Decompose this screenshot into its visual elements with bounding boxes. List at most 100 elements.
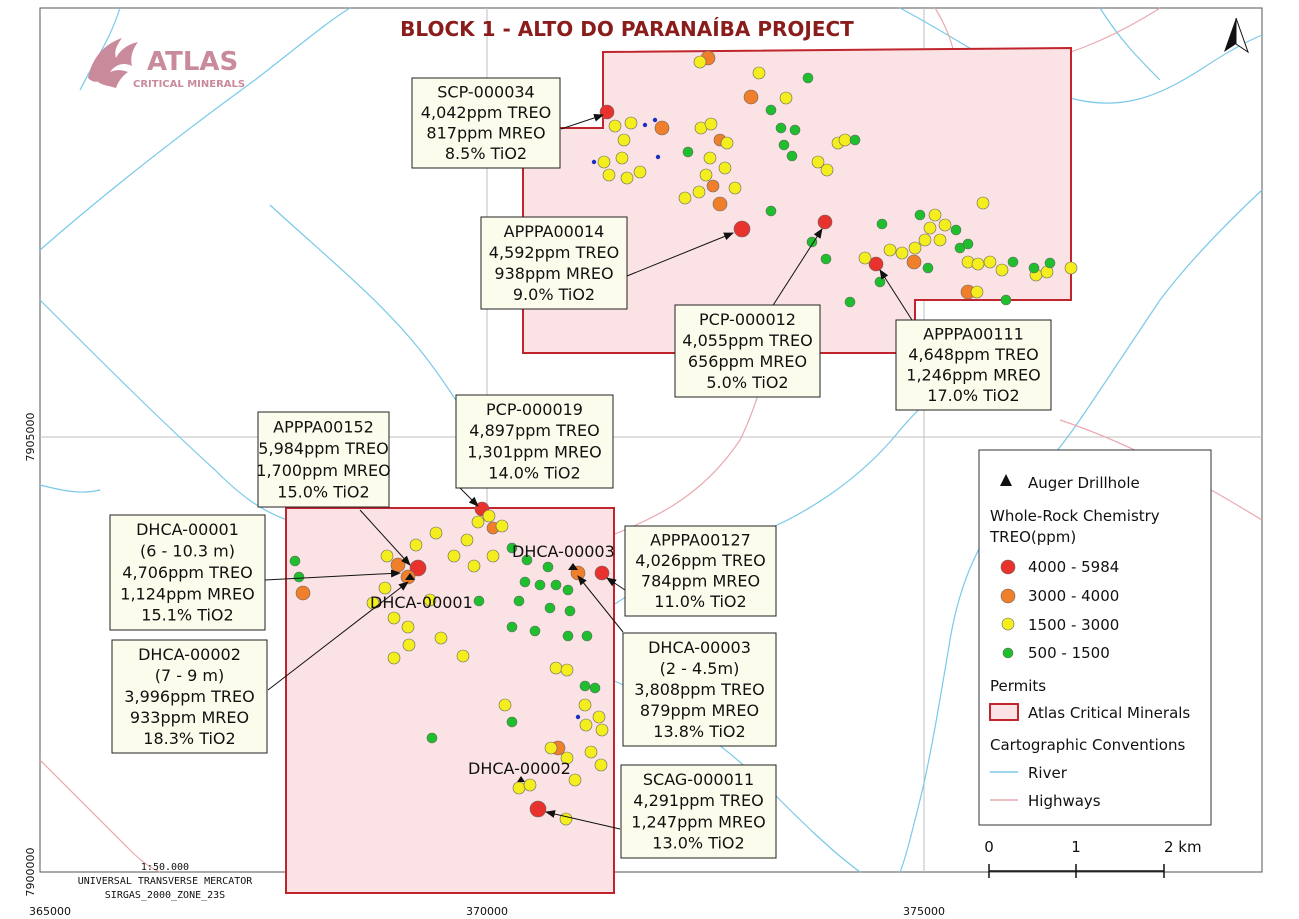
sample-point-yellow[interactable] [429,526,443,540]
sample-point-yellow[interactable] [703,151,717,165]
sample-point-yellow[interactable] [544,741,558,755]
sample-point-yellow[interactable] [378,581,392,595]
sample-point-yellow[interactable] [699,168,713,182]
sample-point-green[interactable] [775,122,787,134]
sample-point-yellow[interactable] [460,533,474,547]
sample-point-yellow[interactable] [560,663,574,677]
sample-point-yellow[interactable] [401,620,415,634]
sample-point-yellow[interactable] [718,161,732,175]
drillhole-marker[interactable] [568,563,578,570]
sample-point-yellow[interactable] [678,191,692,205]
sample-point-yellow[interactable] [512,781,526,795]
sample-point-green[interactable] [778,139,790,151]
sample-point-green[interactable] [962,238,974,250]
sample-point-red[interactable] [529,800,547,818]
sample-point-green[interactable] [506,716,518,728]
callout-dhca-00002[interactable]: DHCA-00002 (7 - 9 m) 3,996ppm TREO 933ppm M… [111,639,268,754]
sample-point-yellow[interactable] [387,651,401,665]
sample-point-orange[interactable] [706,179,720,193]
sample-point-yellow[interactable] [820,163,834,177]
sample-point-yellow[interactable] [456,649,470,663]
sample-point-yellow[interactable] [693,55,707,69]
sample-point-green[interactable] [519,576,531,588]
sample-point-yellow[interactable] [409,538,423,552]
sample-point-yellow[interactable] [908,241,922,255]
sample-point-yellow[interactable] [692,185,706,199]
sample-point-green[interactable] [513,595,525,607]
sample-point-green[interactable] [529,625,541,637]
sample-point-yellow[interactable] [595,723,609,737]
sample-point-yellow[interactable] [482,509,496,523]
sample-point-green[interactable] [914,209,926,221]
sample-point-green[interactable] [506,621,518,633]
sample-point-blue[interactable] [642,122,648,128]
sample-point-orange[interactable] [654,120,670,136]
sample-point-green[interactable] [802,72,814,84]
drillhole-marker[interactable] [517,776,525,782]
sample-point-green[interactable] [581,630,593,642]
sample-point-green[interactable] [1000,294,1012,306]
sample-point-yellow[interactable] [928,208,942,222]
sample-point-red[interactable] [817,214,833,230]
sample-point-yellow[interactable] [811,155,825,169]
sample-point-green[interactable] [1044,257,1056,269]
sample-point-yellow[interactable] [838,133,852,147]
sample-point-yellow[interactable] [423,593,437,607]
sample-point-yellow[interactable] [617,133,631,147]
sample-point-yellow[interactable] [858,251,872,265]
sample-point-green[interactable] [682,146,694,158]
sample-point-red[interactable] [868,256,884,272]
sample-point-yellow[interactable] [549,661,563,675]
sample-point-green[interactable] [844,296,856,308]
sample-point-orange[interactable] [743,89,759,105]
sample-point-blue[interactable] [655,154,661,160]
sample-point-yellow[interactable] [559,812,573,826]
sample-point-yellow[interactable] [578,698,592,712]
sample-point-yellow[interactable] [624,116,638,130]
sample-point-orange[interactable] [906,254,922,270]
sample-point-yellow[interactable] [467,559,481,573]
sample-point-yellow[interactable] [495,519,509,533]
sample-point-orange[interactable] [390,557,406,573]
sample-point-yellow[interactable] [1064,261,1078,275]
sample-point-green[interactable] [786,150,798,162]
drillhole-marker[interactable] [405,573,415,580]
sample-point-yellow[interactable] [594,758,608,772]
sample-point-green[interactable] [544,602,556,614]
sample-point-yellow[interactable] [615,151,629,165]
callout-dhca-00001[interactable]: DHCA-00001 (6 - 10.3 m) 4,706ppm TREO 1,124… [109,514,266,631]
sample-point-green[interactable] [789,124,801,136]
sample-point-yellow[interactable] [486,549,500,563]
sample-point-yellow[interactable] [995,263,1009,277]
sample-point-yellow[interactable] [752,66,766,80]
sample-point-green[interactable] [550,579,562,591]
sample-point-yellow[interactable] [523,778,537,792]
sample-point-yellow[interactable] [592,710,606,724]
callout-apppa00152[interactable]: APPPA00152 5,984ppm TREO 1,700ppm MREO 15.0… [256,411,391,508]
callout-dhca-00003[interactable]: DHCA-00003 (2 - 4.5m) 3,808ppm TREO 879ppm … [622,632,777,747]
sample-point-yellow[interactable] [579,718,593,732]
sample-point-red[interactable] [594,565,610,581]
sample-point-orange[interactable] [712,196,728,212]
sample-point-green[interactable] [521,554,533,566]
sample-point-green[interactable] [950,224,962,236]
callout-pcp-000012[interactable]: PCP-000012 4,055ppm TREO 656ppm MREO 5.0% T… [674,304,821,398]
sample-point-blue[interactable] [591,159,597,165]
sample-point-blue[interactable] [652,117,658,123]
sample-point-yellow[interactable] [380,549,394,563]
sample-point-yellow[interactable] [883,243,897,257]
sample-point-yellow[interactable] [584,745,598,759]
sample-point-green[interactable] [542,561,554,573]
sample-point-yellow[interactable] [498,698,512,712]
sample-point-green[interactable] [876,218,888,230]
sample-point-green[interactable] [473,595,485,607]
callout-scag-000011[interactable]: SCAG-000011 4,291ppm TREO 1,247ppm MREO 13.… [620,764,777,859]
sample-point-yellow[interactable] [560,751,574,765]
sample-point-yellow[interactable] [602,168,616,182]
sample-point-green[interactable] [1028,262,1040,274]
sample-point-blue[interactable] [575,714,581,720]
sample-point-yellow[interactable] [633,165,647,179]
